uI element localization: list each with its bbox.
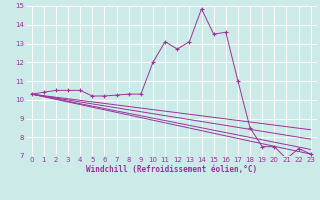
X-axis label: Windchill (Refroidissement éolien,°C): Windchill (Refroidissement éolien,°C) [86,165,257,174]
